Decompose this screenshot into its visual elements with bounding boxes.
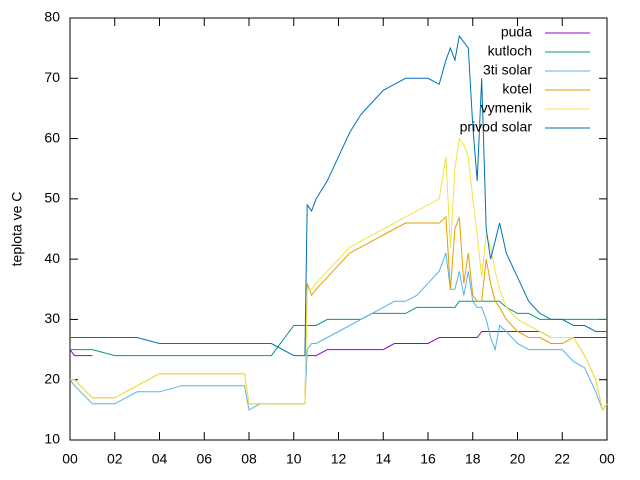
y-tick-label: 60 xyxy=(44,129,60,145)
x-tick-label: 12 xyxy=(331,451,347,467)
y-tick-label: 10 xyxy=(44,431,60,447)
x-tick-label: 00 xyxy=(62,451,78,467)
x-tick-label: 22 xyxy=(554,451,570,467)
y-tick-label: 70 xyxy=(44,69,60,85)
y-axis-label: teplota ve C xyxy=(9,192,25,267)
x-tick-label: 14 xyxy=(375,451,391,467)
y-tick-label: 20 xyxy=(44,370,60,386)
series-line xyxy=(69,252,608,411)
y-tick-label: 30 xyxy=(44,310,60,326)
x-tick-label: 08 xyxy=(241,451,257,467)
legend-label: kutloch xyxy=(488,43,532,59)
plot-frame xyxy=(69,17,608,441)
series-line xyxy=(70,34,607,357)
x-tick-label: 04 xyxy=(152,451,168,467)
legend-label: kotel xyxy=(502,81,532,97)
series-line xyxy=(70,300,607,357)
legend-label: privod solar xyxy=(460,119,533,135)
y-tick-label: 50 xyxy=(44,190,60,206)
x-tick-label: 06 xyxy=(196,451,212,467)
y-tick-label: 80 xyxy=(44,9,60,25)
legend-label: 3ti solar xyxy=(483,62,532,78)
x-tick-label: 18 xyxy=(465,451,481,467)
series-line xyxy=(69,331,607,357)
x-tick-label: 16 xyxy=(420,451,436,467)
legend-label: puda xyxy=(501,24,532,40)
x-tick-label: 02 xyxy=(107,451,123,467)
y-tick-label: 40 xyxy=(44,250,60,266)
series-line xyxy=(70,137,608,412)
x-tick-label: 00 xyxy=(599,451,615,467)
legend-label: vymenik xyxy=(481,100,533,116)
x-tick-label: 10 xyxy=(286,451,302,467)
x-tick-label: 20 xyxy=(510,451,526,467)
